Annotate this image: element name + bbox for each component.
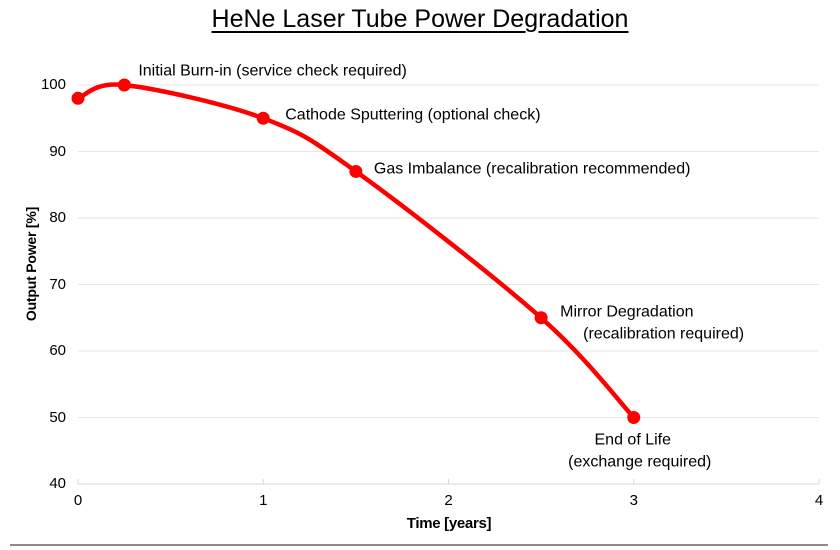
x-tick-label-3: 3 [629,492,638,509]
annotation-label-5: End of Life [594,431,672,448]
y-tick-label-40: 40 [49,475,66,492]
x-tick-label-1: 1 [259,492,268,509]
annotation-label-3: Mirror Degradation [560,303,694,321]
data-point-marker-2 [256,111,270,125]
data-point-marker-3 [349,164,363,178]
x-tick-label-2: 2 [444,492,453,509]
x-axis-title: Time [years] [406,515,492,532]
annotation-label-1: Cathode Sputtering (optional check) [285,106,541,124]
y-tick-label-60: 60 [49,342,66,359]
annotation-label-2: Gas Imbalance (recalibration recommended… [373,160,691,178]
y-tick-label-80: 80 [49,209,66,226]
data-point-marker-1 [117,78,131,92]
y-tick-label-70: 70 [49,275,66,293]
data-point-marker-4 [534,311,548,325]
series-line [75,82,637,420]
bottom-divider-line [10,544,828,546]
x-tick-label-0: 0 [73,492,83,509]
data-point-marker-0 [71,91,85,105]
chart-title: HeNe Laser Tube Power Degradation [211,5,629,33]
y-tick-label-100: 100 [40,76,66,93]
y-tick-label-90: 90 [49,142,66,160]
data-point-marker-5 [627,411,641,424]
annotation-label-0: Initial Burn-in (service check required) [138,62,407,80]
x-tick-label-4: 4 [814,492,824,509]
annotation-label-4: (recalibration required) [583,325,745,343]
y-tick-label-50: 50 [49,408,66,426]
annotation-label-6: (exchange required) [568,453,712,470]
